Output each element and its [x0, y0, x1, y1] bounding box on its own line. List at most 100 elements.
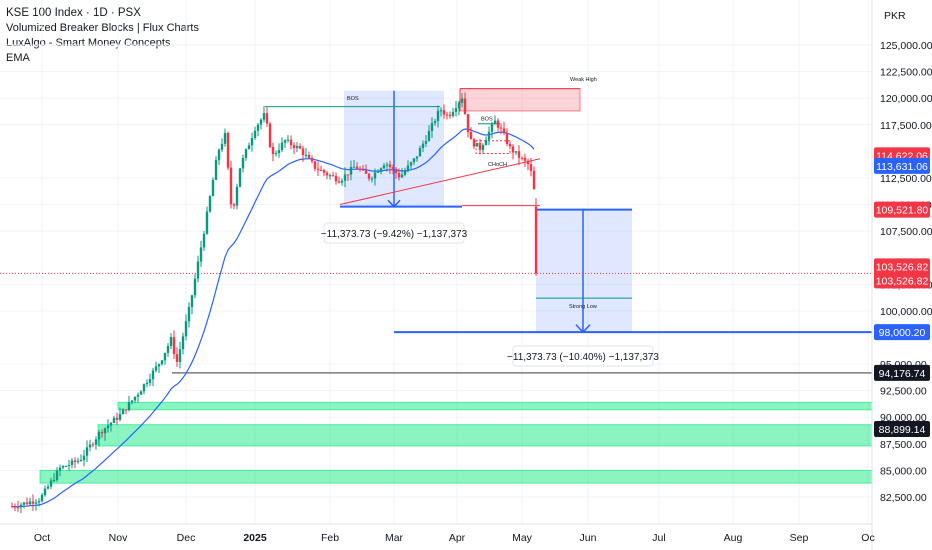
candle-body: [439, 110, 443, 112]
candle-body: [334, 176, 338, 182]
candle-body: [97, 432, 101, 440]
candle-body: [190, 295, 194, 307]
candle-body: [466, 114, 470, 132]
price-tick-label: 122,500.00: [880, 67, 932, 79]
candle-body: [148, 379, 152, 383]
candle-body: [145, 382, 149, 385]
candle-body: [385, 164, 389, 166]
candle-body: [298, 146, 302, 149]
candle-body: [307, 154, 311, 158]
candle-body: [223, 132, 227, 144]
candle-body: [118, 414, 122, 420]
drawings-layer: [0, 90, 872, 374]
candle-body: [55, 470, 59, 481]
candle-body: [376, 171, 380, 173]
candle-body: [361, 169, 365, 171]
demand-zone: [97, 424, 873, 447]
candle-body: [340, 180, 344, 183]
currency-label[interactable]: PKR: [884, 10, 906, 22]
price-tick-label: 112,500.00: [880, 173, 932, 185]
annotations-layer: BOS BOS Weak High Strong Low CHoCH −11,373.73…: [321, 77, 659, 367]
candle-body: [349, 166, 353, 175]
ema-layer: [12, 128, 535, 508]
price-tag: [874, 420, 930, 437]
candle-body: [526, 160, 530, 165]
price-tag-label: 94,176.74: [879, 368, 926, 380]
candle-body: [427, 131, 431, 141]
candle-body: [301, 148, 305, 155]
candle-body: [478, 142, 482, 150]
candle-body: [481, 145, 485, 150]
candle-body: [319, 169, 323, 171]
candle-body: [163, 352, 167, 361]
candle-body: [517, 151, 521, 158]
candle-body: [316, 168, 320, 170]
price-tick-label: 85,000.00: [880, 465, 927, 477]
candle-body: [166, 345, 170, 353]
candle-body: [457, 102, 461, 109]
chart-legend: KSE 100 Index · 1D · PSX Volumized Break…: [6, 6, 199, 66]
candle-body: [73, 460, 77, 462]
candle-body: [325, 172, 329, 176]
price-tick-label: 87,500.00: [880, 439, 927, 451]
candle-body: [469, 131, 473, 140]
indicator-breaker-blocks[interactable]: Volumized Breaker Blocks | Flux Charts: [6, 22, 199, 34]
candle-body: [214, 160, 218, 180]
candle-body: [235, 186, 239, 206]
time-tick-label: Oc: [861, 532, 874, 544]
candle-body: [217, 149, 221, 161]
candle-body: [451, 111, 455, 116]
candle-body: [442, 110, 446, 115]
candle-body: [253, 130, 257, 139]
candle-body: [286, 139, 290, 141]
candle-body: [289, 139, 293, 146]
zones-layer: [39, 88, 873, 484]
candle-body: [70, 460, 74, 465]
candle-body: [67, 464, 71, 467]
time-tick-label: May: [512, 532, 533, 544]
candle-body: [52, 480, 56, 482]
candle-body: [151, 370, 155, 380]
candle-body: [379, 168, 383, 172]
time-tick-label: Sep: [790, 532, 809, 544]
price-tick-label: 125,000.00: [880, 40, 932, 52]
candle-body: [220, 143, 224, 150]
demand-zone: [117, 401, 873, 411]
candle-body: [430, 123, 434, 132]
candle-body: [181, 336, 185, 350]
candle-body: [331, 175, 335, 177]
candle-body: [283, 140, 287, 143]
price-tick-label: 100,000.00: [880, 306, 932, 318]
demand-zone: [39, 469, 873, 484]
candle-body: [265, 113, 269, 124]
candle-body: [205, 211, 209, 234]
candle-body: [397, 173, 401, 178]
ema-line: [12, 128, 535, 508]
candle-body: [196, 261, 200, 279]
candle-body: [268, 123, 272, 147]
candle-body: [241, 157, 245, 169]
price-tag: [874, 324, 930, 341]
price-tick-label: 120,000.00: [880, 93, 932, 105]
candle-body: [106, 425, 110, 429]
symbol-title[interactable]: KSE 100 Index · 1D · PSX: [6, 7, 141, 19]
price-tag-label: 109,521.80: [876, 205, 929, 217]
candle-body: [322, 170, 326, 173]
indicator-ema[interactable]: EMA: [6, 52, 30, 64]
candle-body: [418, 148, 422, 157]
candle-body: [130, 400, 134, 403]
measure-label-2-box: [512, 345, 654, 367]
candle-body: [292, 145, 296, 149]
indicator-smc[interactable]: LuxAlgo - Smart Money Concepts: [6, 37, 171, 49]
candle-body: [310, 157, 314, 162]
price-tag: [874, 157, 930, 174]
candle-body: [505, 133, 509, 145]
price-tick-label: 107,500.00: [880, 226, 932, 238]
candle-body: [475, 142, 479, 147]
candle-body: [373, 172, 377, 179]
candle-body: [382, 165, 386, 169]
candle-body: [460, 98, 464, 103]
candle-body: [88, 444, 92, 448]
candle-body: [175, 354, 179, 362]
